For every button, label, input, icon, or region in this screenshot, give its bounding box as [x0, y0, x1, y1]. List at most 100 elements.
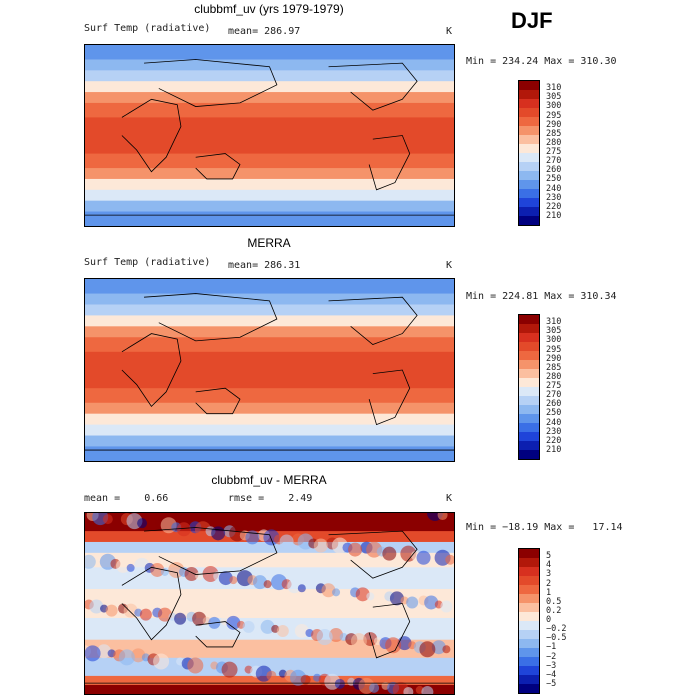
colorbar-swatch [519, 432, 539, 441]
map-anomaly-patch [229, 576, 238, 585]
panel-3-mean-label: mean = 0.66 [84, 493, 169, 504]
colorbar-swatch [519, 567, 539, 576]
map-anomaly-patch [123, 603, 138, 618]
colorbar-swatch [519, 342, 539, 351]
map-anomaly-patch [348, 542, 363, 557]
colorbar-tick-label: 250 [546, 174, 562, 185]
colorbar-swatch [519, 81, 539, 90]
map-anomaly-patch [263, 580, 272, 589]
map-color-band [85, 388, 454, 404]
panel-3-map-field [85, 513, 454, 694]
map-color-band [85, 168, 454, 180]
panel-3-colorbar [518, 548, 540, 694]
map-color-band [85, 293, 454, 305]
colorbar-swatch [519, 396, 539, 405]
colorbar-swatch [519, 450, 539, 459]
map-coastline [368, 135, 411, 191]
map-color-band [85, 315, 454, 327]
colorbar-tick-label: 260 [546, 399, 562, 410]
colorbar-swatch [519, 108, 539, 117]
map-coastline [195, 153, 241, 180]
colorbar-swatch [519, 576, 539, 585]
map-color-band [85, 435, 454, 447]
colorbar-swatch [519, 414, 539, 423]
map-anomaly-patch [131, 648, 146, 663]
map-color-band [85, 189, 454, 202]
map-anomaly-patch [366, 592, 375, 601]
panel-1-mean-label: mean= 286.97 [228, 26, 301, 37]
map-anomaly-patch [192, 611, 207, 626]
colorbar-swatch [519, 423, 539, 432]
map-coastline [144, 527, 278, 575]
map-anomaly-patch [139, 608, 152, 621]
map-anomaly-patch [294, 623, 309, 638]
colorbar-tick-label: 260 [546, 165, 562, 176]
colorbar-tick-label: 275 [546, 147, 562, 157]
map-anomaly-patch [195, 572, 204, 581]
panel-1-colorbar-labels: 310 305 300 295 290 285 280 275 270 260 250 240 230 2… [546, 80, 586, 226]
colorbar-swatch [519, 585, 539, 594]
map-coastline [121, 98, 182, 173]
map-anomaly-patch [316, 629, 333, 646]
colorbar-tick-label: −5 [546, 678, 557, 689]
panel-1-minmax-label: Min = 234.24 Max = 310.30 [466, 56, 617, 67]
panel-2-mean-label: mean= 286.31 [228, 260, 301, 271]
colorbar-tick-label: 240 [546, 183, 562, 194]
panel-1-map-field [85, 45, 454, 226]
map-anomaly-patch [174, 612, 187, 625]
map-anomaly-patch [382, 546, 397, 561]
map-color-band [85, 211, 454, 226]
colorbar-swatch [519, 603, 539, 612]
map-anomaly-patch [276, 624, 289, 637]
map-color-band [85, 424, 454, 437]
map-anomaly-patch [126, 563, 135, 572]
colorbar-swatch [519, 594, 539, 603]
map-anomaly-patch [102, 514, 113, 525]
map-anomaly-patch [242, 620, 255, 633]
map-coastline [121, 566, 182, 641]
colorbar-swatch [519, 369, 539, 378]
map-anomaly-patch [266, 670, 277, 681]
map-coastline [368, 603, 411, 659]
panel-1-colorbar [518, 80, 540, 226]
map-anomaly-patch [260, 619, 275, 634]
map-color-band [85, 102, 454, 118]
map-anomaly-patch [431, 640, 446, 655]
colorbar-tick-label: 295 [546, 344, 562, 355]
colorbar-tick-label: −3 [546, 660, 557, 671]
map-anomaly-patch [297, 584, 306, 593]
map-color-band [85, 684, 454, 694]
colorbar-swatch [519, 648, 539, 657]
map-coastline [144, 293, 278, 342]
colorbar-tick-label: 230 [546, 192, 562, 203]
map-color-band [85, 351, 454, 389]
panel-1-title: clubbmf_uv (yrs 1979-1979) [194, 2, 344, 16]
map-anomaly-patch [442, 645, 451, 654]
map-anomaly-patch [89, 599, 104, 614]
map-anomaly-patch [421, 685, 434, 694]
colorbar-swatch [519, 333, 539, 342]
colorbar-tick-label: 285 [546, 362, 562, 373]
map-anomaly-patch [116, 558, 131, 573]
map-color-band [85, 45, 454, 60]
panel-3-unit-label: K [446, 493, 453, 504]
map-anomaly-patch [313, 538, 328, 553]
colorbar-swatch [519, 153, 539, 162]
colorbar-tick-label: 210 [546, 210, 562, 221]
map-anomaly-patch [369, 682, 380, 693]
colorbar-tick-label: 310 [546, 317, 562, 328]
colorbar-tick-label: 295 [546, 110, 562, 121]
colorbar-tick-label: −0.5 [546, 633, 567, 644]
colorbar-tick-label: 3 [546, 569, 552, 580]
colorbar-swatch [519, 117, 539, 126]
map-color-band [85, 446, 454, 461]
map-anomaly-patch [403, 686, 414, 694]
colorbar-swatch [519, 378, 539, 387]
colorbar-tick-label: 250 [546, 408, 562, 419]
map-anomaly-patch [118, 649, 135, 666]
panel-2-colorbar [518, 314, 540, 460]
map-color-band [85, 59, 454, 71]
colorbar-swatch [519, 144, 539, 153]
colorbar-swatch [519, 315, 539, 324]
colorbar-swatch [519, 405, 539, 414]
